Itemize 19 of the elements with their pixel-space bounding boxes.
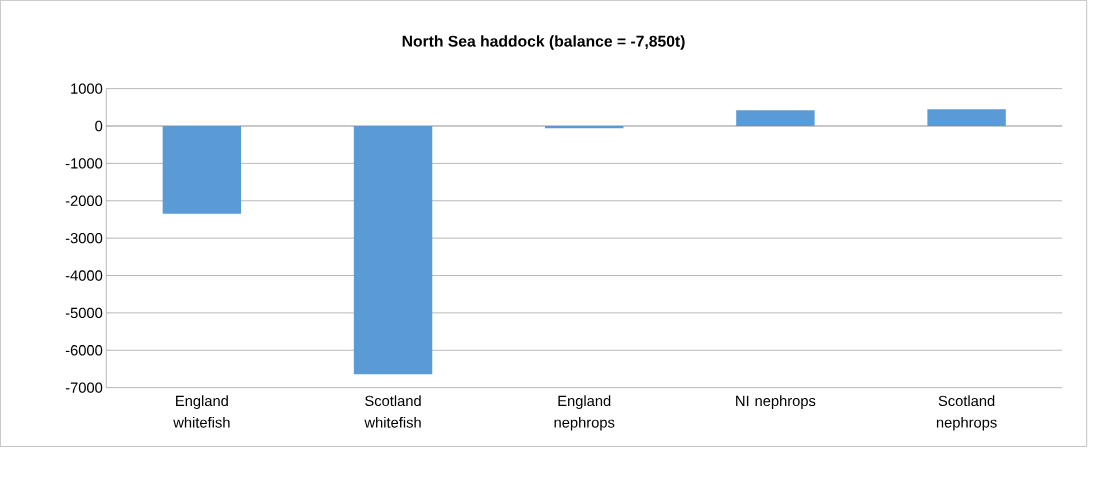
y-tick-label: -2000 <box>65 195 103 206</box>
y-tick-label: -6000 <box>65 344 103 356</box>
x-tick-label: Scotland nephrops <box>936 395 997 431</box>
bar <box>927 109 1006 126</box>
bar <box>353 125 433 375</box>
y-tick-label: 1000 <box>71 83 103 94</box>
x-tick-label: England whitefish <box>173 395 230 428</box>
bar <box>162 125 242 214</box>
y-tick-label: 0 <box>95 120 103 132</box>
x-tick-label: NI nephrops <box>736 395 816 409</box>
bar <box>736 110 815 126</box>
y-tick-label: -7000 <box>65 382 103 393</box>
y-tick-label: -5000 <box>65 307 103 318</box>
y-tick-label: -1000 <box>65 158 103 169</box>
x-tick-label: Scotland whitefish <box>364 395 421 428</box>
y-tick-label: -3000 <box>65 232 103 244</box>
chart-title: North Sea haddock (balance = -7,850t) <box>402 35 685 50</box>
x-tick-label: England nephrops <box>554 395 615 431</box>
y-tick-label: -4000 <box>65 270 103 281</box>
